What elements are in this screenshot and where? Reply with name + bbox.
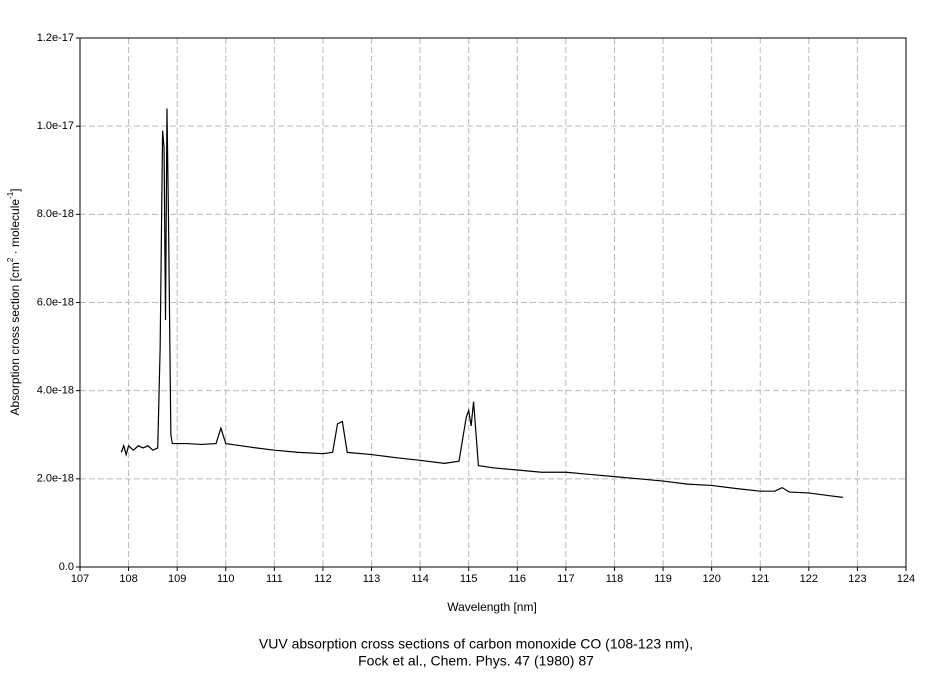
- plot-frame: [79, 37, 907, 568]
- x-tick-label: 113: [363, 573, 381, 585]
- y-label-part: ]: [8, 188, 22, 191]
- x-tick-label: 122: [800, 573, 818, 585]
- y-label-part: · molecule: [8, 199, 22, 258]
- y-tick-label: 2.0e-18: [37, 473, 74, 485]
- x-tick-label: 117: [557, 573, 575, 585]
- x-tick-label: 115: [460, 573, 478, 585]
- x-tick-label: 119: [654, 573, 672, 585]
- x-tick-label: 120: [702, 573, 720, 585]
- y-tick-label: 8.0e-18: [37, 208, 74, 220]
- x-tick-label: 116: [509, 573, 527, 585]
- caption: VUV absorption cross sections of carbon …: [259, 636, 693, 652]
- y-axis-label: Absorption cross section [cm2 · molecule…: [6, 188, 22, 415]
- x-tick-label: 118: [606, 573, 624, 585]
- y-tick-label: 1.0e-17: [37, 120, 74, 132]
- x-tick-label: 112: [314, 573, 332, 585]
- y-tick-label: 0.0: [59, 561, 74, 573]
- x-tick-label: 109: [168, 573, 186, 585]
- y-label-sup: -1: [6, 191, 15, 199]
- x-tick-label: 107: [71, 573, 89, 585]
- x-tick-label: 114: [411, 573, 429, 585]
- data-line: [120, 108, 843, 498]
- x-tick-label: 124: [897, 573, 915, 585]
- x-tick-label: 123: [848, 573, 866, 585]
- x-tick-label: 111: [266, 573, 283, 585]
- x-tick-label: 110: [217, 573, 235, 585]
- caption: Fock et al., Chem. Phys. 47 (1980) 87: [358, 653, 594, 669]
- y-label-sup: 2: [6, 257, 15, 262]
- y-tick-label: 6.0e-18: [37, 296, 74, 308]
- y-label-part: Absorption cross section [cm: [8, 262, 22, 415]
- x-tick-label: 108: [119, 573, 137, 585]
- y-tick-label: 1.2e-17: [37, 32, 74, 44]
- y-tick-label: 4.0e-18: [37, 385, 74, 397]
- x-axis-label: Wavelength [nm]: [447, 600, 537, 614]
- x-tick-label: 121: [751, 573, 769, 585]
